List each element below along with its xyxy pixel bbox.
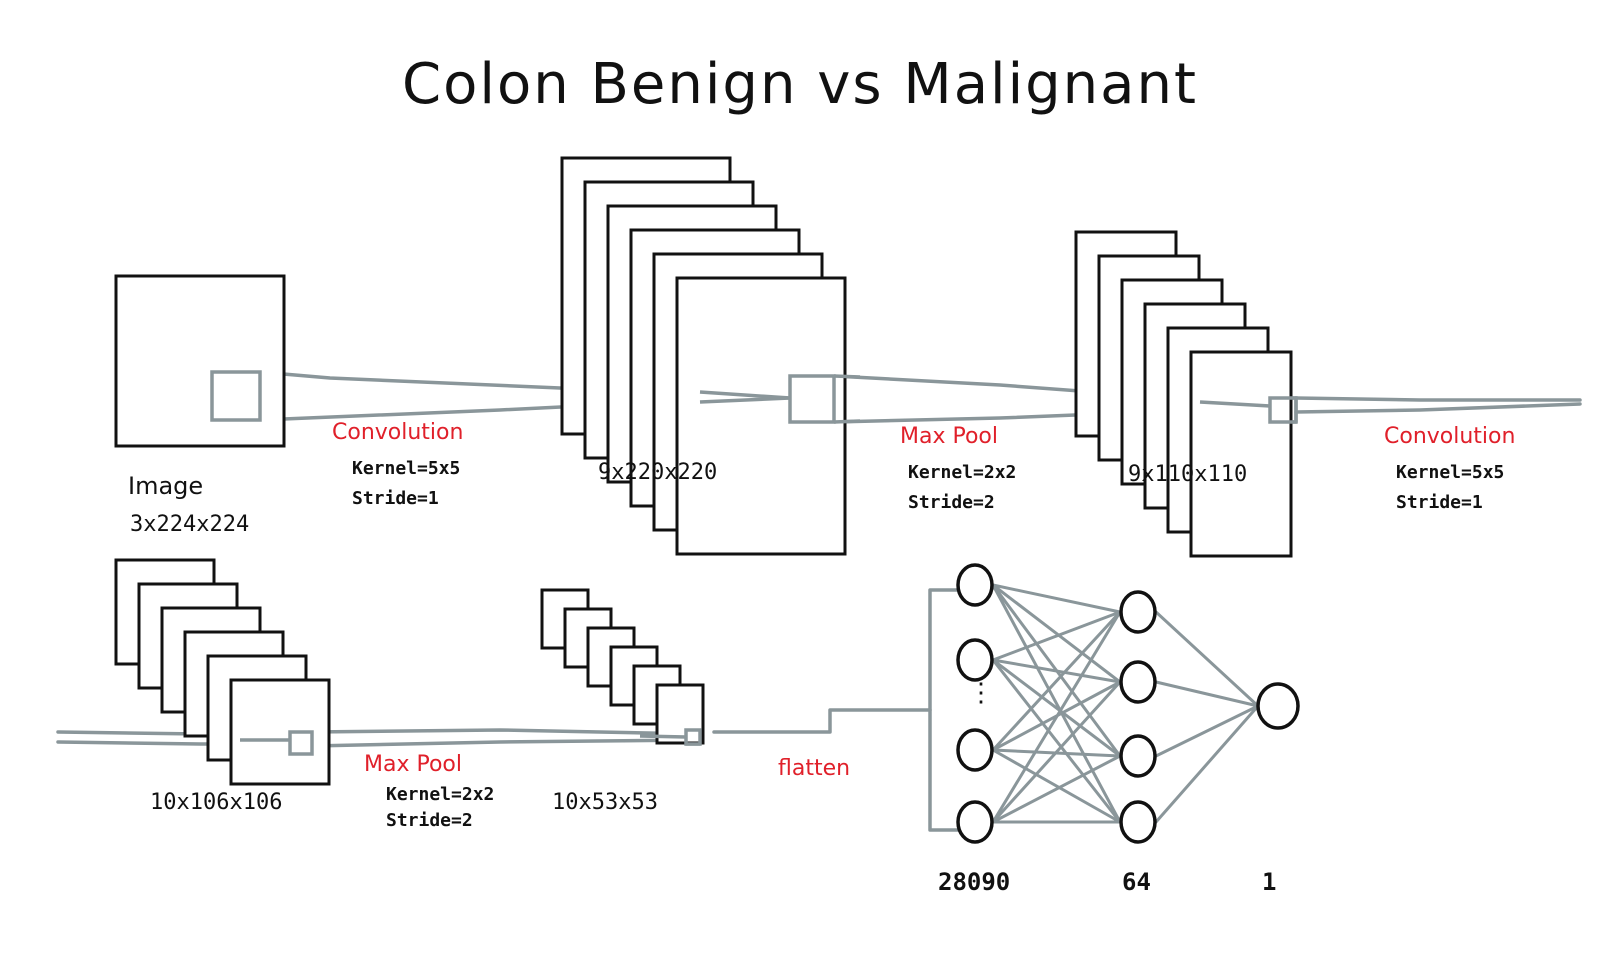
- input-layer-size: 28090: [938, 868, 1011, 896]
- pool1-feature-map: [1189, 350, 1293, 558]
- hidden-layer-size: 64: [1122, 868, 1151, 896]
- conv2-to-pool2-line-top: [310, 728, 702, 736]
- pool2-kernel: Kernel=2x2: [386, 784, 495, 805]
- pool2-stride: Stride=2: [386, 810, 473, 831]
- pool2-overlay-line: [639, 734, 687, 739]
- input-neuron: [956, 563, 994, 607]
- hidden-output-connection: [1154, 680, 1260, 708]
- pool1-feature-maps: [1074, 230, 1293, 558]
- hidden-output-connection: [1154, 704, 1260, 758]
- input-hidden-connection: [991, 658, 1122, 758]
- output-layer-size: 1: [1262, 868, 1277, 896]
- pool1-shape-label: 9x110x110: [1128, 462, 1248, 487]
- conv1-feature-maps: [560, 156, 847, 556]
- flatten-connector: [712, 708, 932, 734]
- input-hidden-connection: [991, 610, 1122, 752]
- hidden-neuron: [1119, 590, 1157, 634]
- dense-neurons: [956, 563, 1300, 844]
- conv2-shape-label: 10x106x106: [150, 790, 283, 815]
- pool2-shape-label: 10x53x53: [552, 790, 658, 815]
- pool1-stride: Stride=2: [908, 492, 995, 513]
- pool1-kernel: Kernel=2x2: [908, 462, 1017, 483]
- receptive-fields-overlay: [210, 370, 1298, 756]
- input-hidden-connection: [991, 658, 1122, 824]
- pool2-operation-name: Max Pool: [364, 752, 462, 777]
- input-hidden-connection: [991, 583, 1122, 684]
- input-hidden-connection: [991, 583, 1122, 824]
- pool1-receptive-field-overlay: [1268, 396, 1298, 424]
- pool2-feature-map: [655, 683, 705, 745]
- input-hidden-connection: [991, 680, 1122, 824]
- input-layer-ellipsis: ⋮: [968, 678, 994, 708]
- image-overlay-line-bottom: [699, 396, 791, 404]
- input-neuron: [956, 800, 994, 844]
- image-label: Image: [128, 472, 204, 500]
- input-hidden-connection: [991, 610, 1122, 662]
- input-layer-bracket: [928, 588, 960, 832]
- input-neuron: [956, 728, 994, 772]
- input-neuron: [956, 638, 994, 682]
- hidden-neuron: [1119, 660, 1157, 704]
- hidden-neuron: [1119, 734, 1157, 778]
- conv1-overlay-line-top: [833, 374, 861, 379]
- hidden-output-connection: [1154, 610, 1260, 708]
- flatten-operation-name: flatten: [778, 756, 851, 781]
- conv1-feature-map: [675, 276, 847, 556]
- conv2-stride: Stride=1: [1396, 492, 1483, 513]
- conv1-kernel: Kernel=5x5: [352, 458, 461, 479]
- input-image-block: [114, 274, 286, 448]
- pool1-to-conv2-line-bottom: [1294, 402, 1582, 414]
- conv2-to-pool2-line-bottom: [310, 738, 702, 748]
- conv1-shape-label: 9x220x220: [598, 460, 718, 485]
- image-receptive-field-overlay: [210, 370, 262, 422]
- pool1-operation-name: Max Pool: [900, 424, 998, 449]
- input-hidden-connection: [991, 658, 1122, 684]
- input-hidden-connection: [991, 748, 1122, 824]
- input-hidden-connection: [991, 610, 1122, 824]
- input-image-square: [114, 274, 286, 448]
- image-shape-label: 3x224x224: [130, 512, 250, 537]
- pool2-feature-maps: [540, 588, 705, 745]
- output-neuron: [1256, 682, 1300, 730]
- input-hidden-connection: [991, 583, 1122, 614]
- conv2-kernel: Kernel=5x5: [1396, 462, 1505, 483]
- pool1-to-conv2-line-top: [1294, 396, 1582, 402]
- conv1-overlay-line-bottom: [833, 419, 861, 424]
- dense-connections: [991, 583, 1260, 824]
- conv2-feature-map: [229, 678, 331, 786]
- conv1-operation-name: Convolution: [332, 420, 464, 445]
- diagram-title: Colon Benign vs Malignant: [402, 52, 1198, 117]
- hidden-output-connection: [1154, 704, 1260, 824]
- conv1-stride: Stride=1: [352, 488, 439, 509]
- input-hidden-connection: [991, 754, 1122, 824]
- conv2-receptive-field-overlay: [288, 730, 314, 756]
- pool1-overlay-line: [1199, 400, 1271, 408]
- conv2-feature-maps: [114, 558, 331, 786]
- hidden-neuron: [1119, 800, 1157, 844]
- conv2-operation-name: Convolution: [1384, 424, 1516, 449]
